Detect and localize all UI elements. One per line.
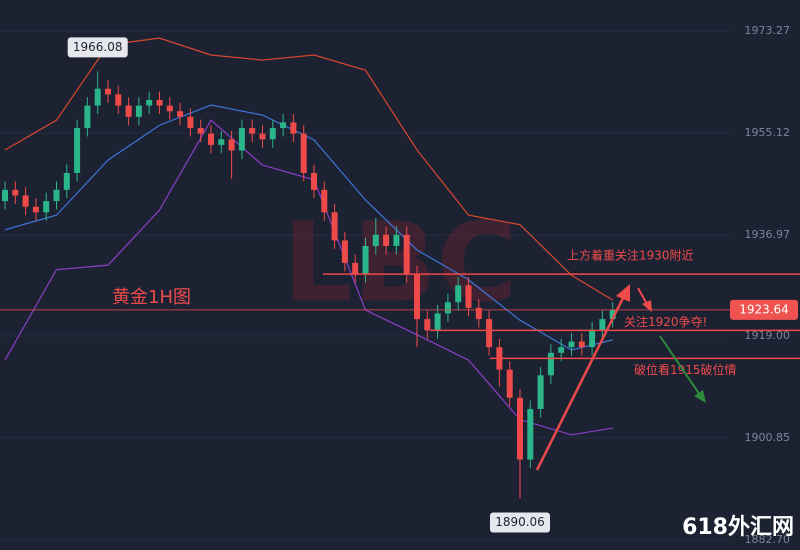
candle-body (218, 139, 225, 145)
price-tag (730, 299, 798, 320)
candle-body (537, 375, 544, 409)
arrow-head (616, 284, 630, 302)
candle-body (12, 189, 19, 196)
y-tick-label: 1955.12 (745, 126, 791, 139)
callout-label: 1890.06 (495, 515, 545, 529)
arrow-up (535, 291, 628, 471)
candle-body (362, 246, 369, 275)
candle-body (156, 99, 163, 106)
candle-body (177, 111, 184, 117)
candle-body (558, 347, 565, 353)
candle-body (414, 274, 420, 320)
callout-box (67, 37, 128, 58)
candle-body (2, 189, 8, 202)
candle-body (259, 133, 266, 140)
candle-body (197, 128, 204, 134)
candle-body (599, 319, 606, 331)
candle-body (166, 105, 173, 112)
y-tick-label: 1900.85 (745, 431, 791, 444)
candle-body (22, 195, 29, 207)
candle-body (455, 285, 462, 303)
band-line (4, 104, 613, 351)
candle-body (94, 88, 101, 106)
candle-body (84, 105, 91, 129)
candle-body (32, 206, 39, 213)
candle-body (249, 128, 256, 134)
watermark: LBC (283, 198, 518, 326)
chart-title: 黄金1H图 (112, 287, 191, 308)
arrow-head (642, 300, 652, 312)
candle-body (383, 234, 390, 247)
candle-body (578, 341, 585, 348)
candle-body (53, 189, 60, 202)
candle-body (238, 128, 245, 151)
candle-body (444, 302, 451, 314)
y-tick-label: 1919.00 (745, 329, 791, 342)
candle-body (547, 352, 554, 376)
candle-body (475, 307, 482, 320)
candle-body (403, 234, 410, 275)
callout-label: 1966.08 (73, 40, 123, 54)
candle-body (280, 122, 287, 129)
candle-body (290, 122, 297, 134)
y-tick-label: 1973.27 (745, 24, 791, 37)
candle-body (609, 309, 616, 320)
y-tick-label: 1882.70 (745, 533, 791, 546)
arrow-head (694, 390, 706, 403)
candle-body (465, 285, 472, 308)
candle-body (434, 313, 441, 331)
arrow-down (659, 335, 701, 396)
y-tick-label: 1936.97 (745, 228, 791, 241)
candle-body (311, 172, 317, 190)
candle-body (372, 234, 379, 247)
candle-body (146, 99, 153, 106)
annotation: 上方着重关注1930附近 (567, 248, 694, 263)
candle-body (486, 319, 493, 348)
candle-body (228, 139, 235, 151)
candle-body (321, 189, 328, 213)
candle-body (105, 88, 111, 95)
price-label: 1923.64 (739, 302, 789, 316)
candle-body (74, 128, 81, 173)
candle-body (568, 341, 575, 348)
candle-body (341, 240, 348, 263)
candle-body (393, 234, 400, 247)
callout-box (490, 512, 550, 533)
candle-body (269, 128, 276, 140)
candle-body (125, 105, 132, 117)
site-watermark: 618外汇网 (682, 514, 794, 540)
candle-body (352, 262, 359, 275)
candle-body (506, 369, 513, 398)
candle-body (63, 172, 70, 190)
candle-body (517, 397, 523, 460)
candle-body (589, 330, 596, 348)
candle-body (424, 319, 431, 331)
annotation: 破位看1915破位情 (634, 362, 737, 377)
candle-body (43, 201, 50, 213)
candle-body (331, 212, 338, 241)
candle-body (300, 133, 307, 173)
candle-body (115, 94, 122, 106)
candle-body (527, 408, 534, 460)
candle-body (208, 133, 214, 145)
candle-body (135, 105, 142, 117)
annotation: 关注1920争夺! (624, 314, 707, 329)
candle-body (187, 116, 194, 129)
